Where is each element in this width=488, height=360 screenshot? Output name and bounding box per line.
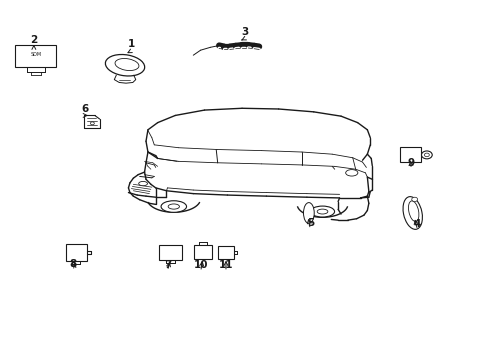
Text: 1: 1	[127, 40, 135, 49]
FancyBboxPatch shape	[193, 245, 212, 258]
Ellipse shape	[115, 59, 139, 71]
FancyBboxPatch shape	[159, 244, 181, 260]
Text: 3: 3	[241, 27, 247, 37]
FancyBboxPatch shape	[65, 244, 87, 261]
Ellipse shape	[161, 201, 186, 212]
Text: SDM: SDM	[30, 52, 41, 57]
Text: 9: 9	[407, 158, 414, 168]
Ellipse shape	[424, 153, 428, 157]
Ellipse shape	[407, 201, 418, 221]
Ellipse shape	[168, 204, 179, 209]
Text: 5: 5	[306, 218, 313, 228]
Text: 10: 10	[193, 260, 207, 270]
Ellipse shape	[310, 206, 334, 217]
Ellipse shape	[345, 170, 357, 176]
Ellipse shape	[411, 197, 417, 202]
Text: 6: 6	[81, 104, 88, 114]
Text: 11: 11	[218, 260, 233, 270]
Ellipse shape	[317, 209, 327, 214]
Ellipse shape	[421, 151, 431, 159]
FancyBboxPatch shape	[399, 147, 420, 162]
FancyBboxPatch shape	[15, 45, 56, 67]
Ellipse shape	[402, 197, 422, 229]
Text: 4: 4	[413, 219, 421, 229]
Text: 7: 7	[163, 260, 171, 270]
Ellipse shape	[303, 203, 314, 224]
FancyBboxPatch shape	[218, 246, 233, 258]
Text: 8: 8	[69, 259, 76, 269]
Ellipse shape	[90, 122, 94, 125]
Ellipse shape	[105, 54, 144, 76]
Ellipse shape	[139, 181, 147, 186]
Text: 2: 2	[30, 35, 38, 45]
